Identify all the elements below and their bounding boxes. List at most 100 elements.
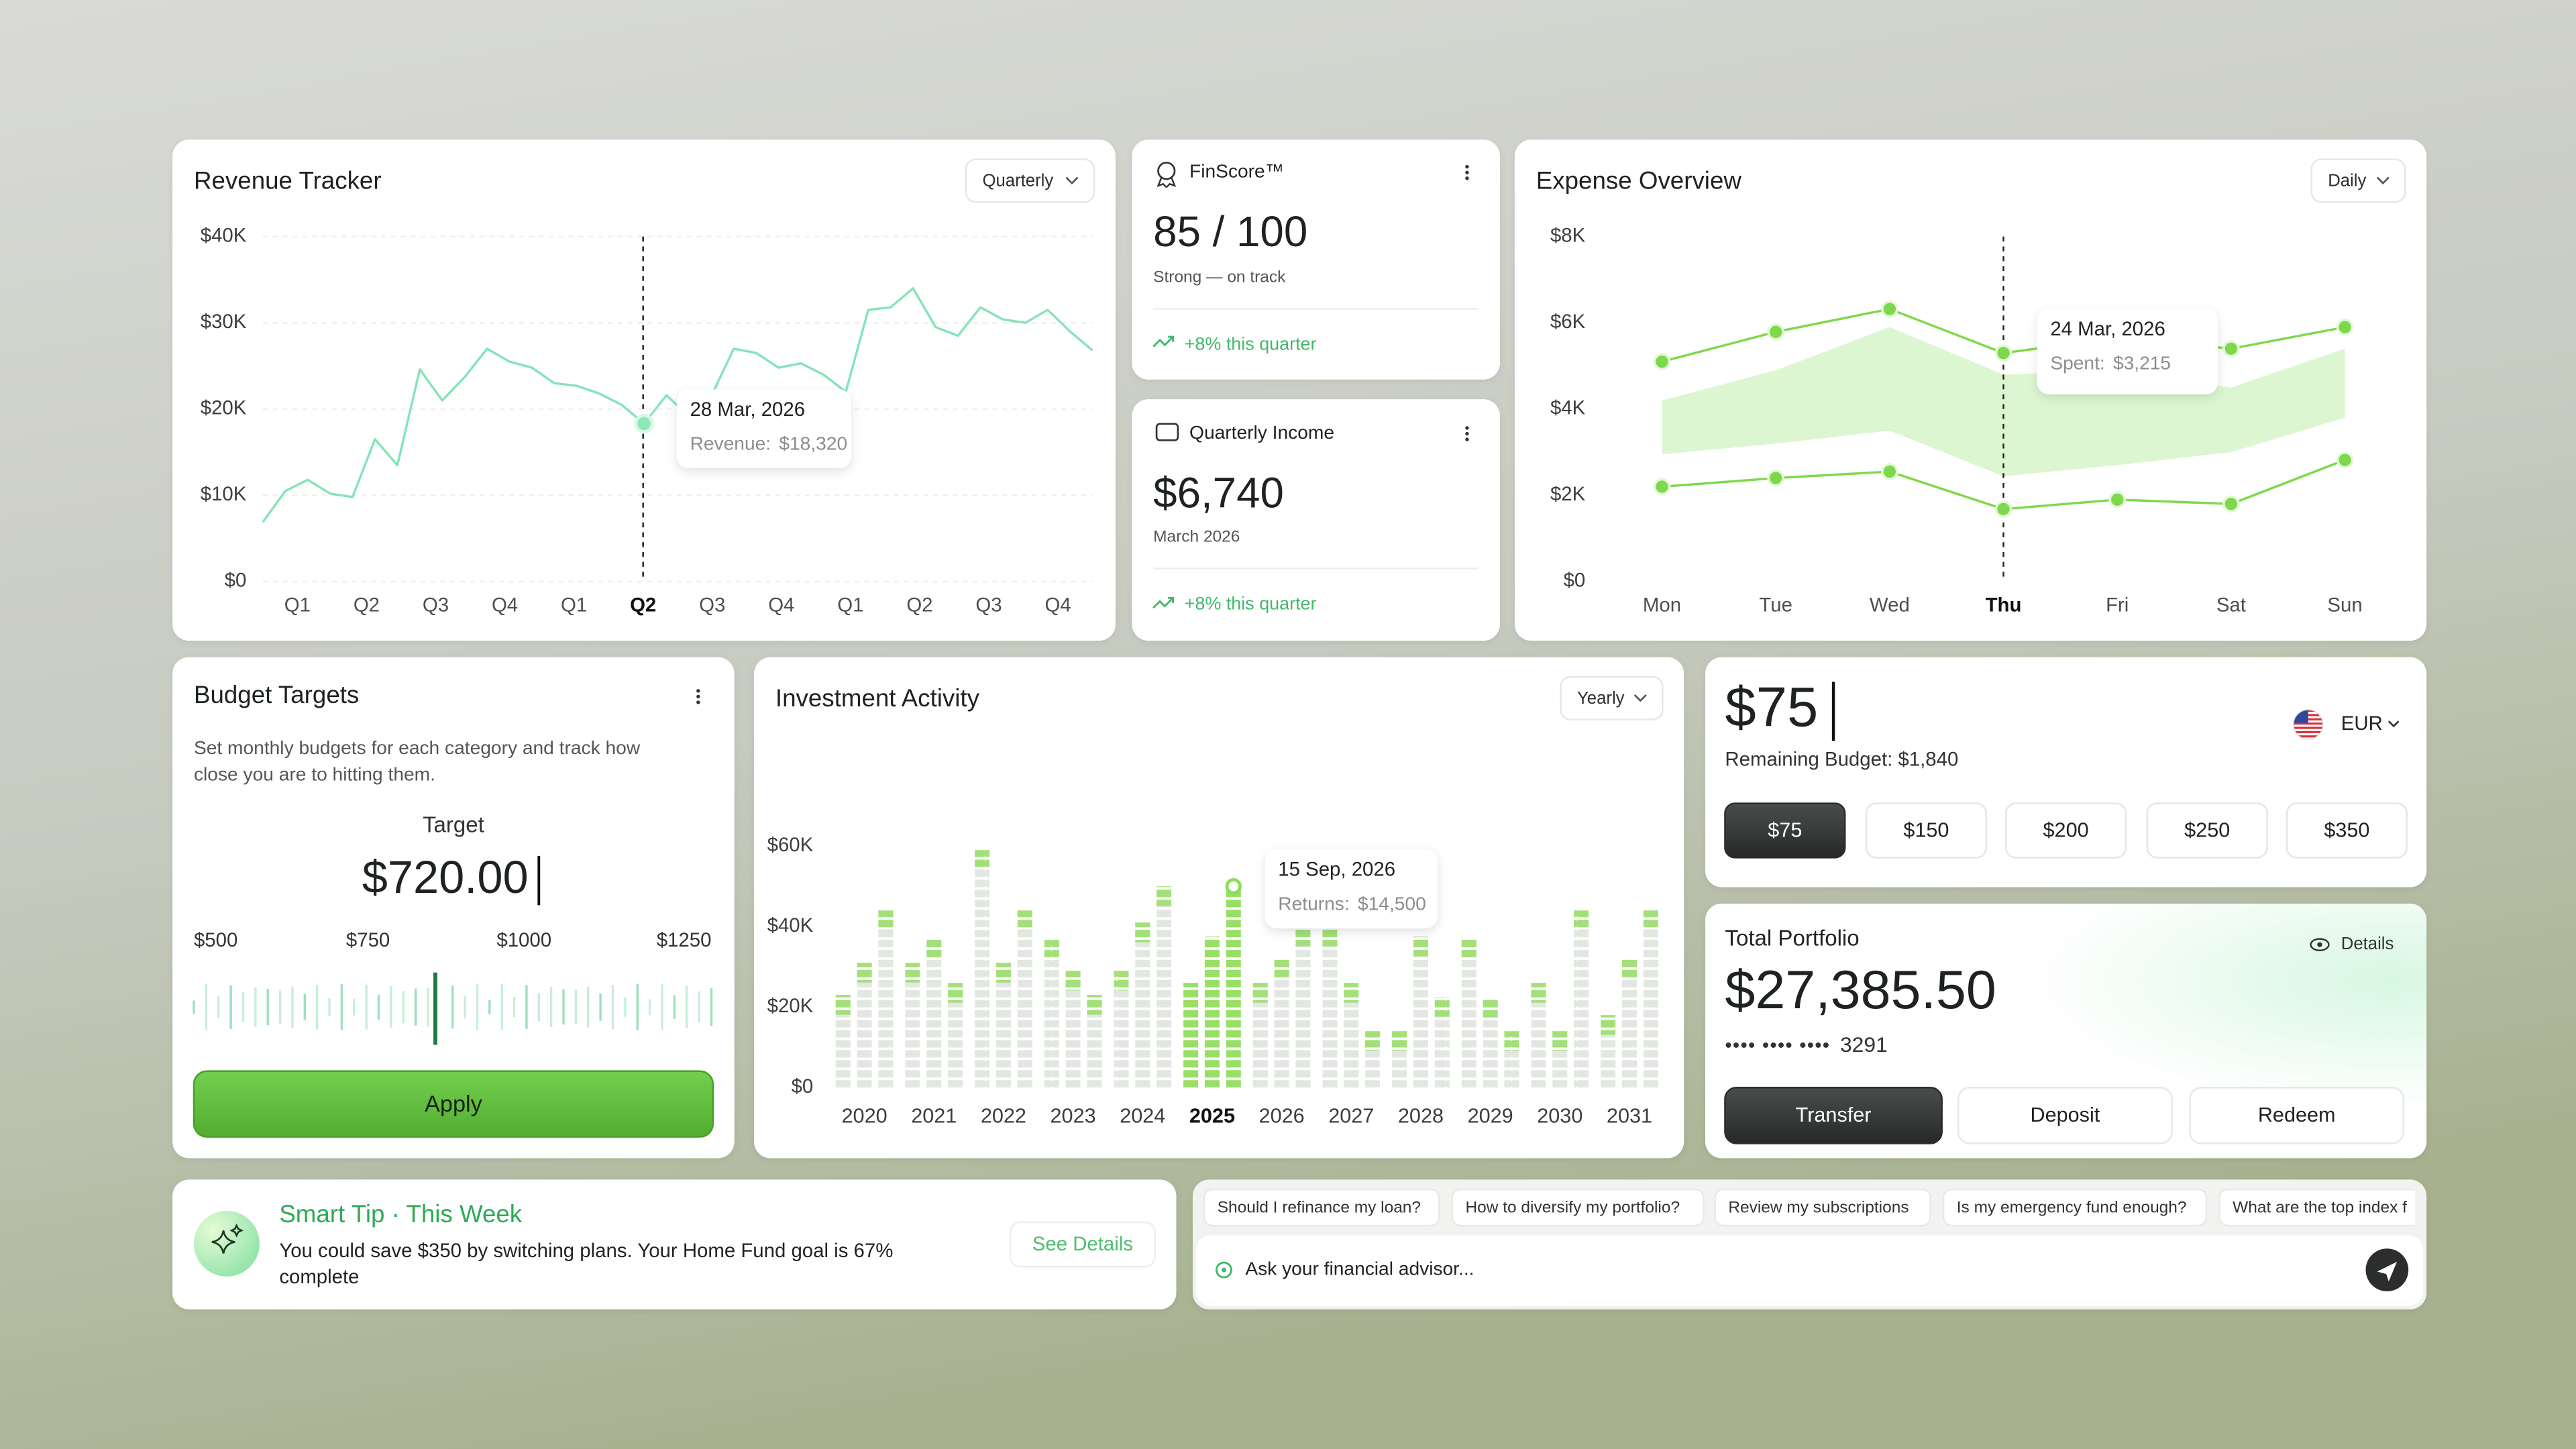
x-tick-label: 2020 bbox=[842, 1104, 888, 1127]
x-tick-label: 2030 bbox=[1537, 1104, 1582, 1127]
bar bbox=[1434, 997, 1450, 1088]
suggestion-label: Is my emergency fund enough? bbox=[1957, 1199, 2187, 1217]
action-button[interactable] bbox=[1957, 1087, 2173, 1144]
menu-button[interactable] bbox=[1465, 426, 1469, 441]
bar bbox=[1183, 983, 1199, 1088]
preset-label: $75 bbox=[1768, 818, 1802, 841]
x-tick-label: 2023 bbox=[1051, 1104, 1096, 1127]
dropdown[interactable] bbox=[2310, 158, 2406, 203]
y-tick-label: $0 bbox=[225, 570, 247, 592]
tip-icon bbox=[193, 1210, 260, 1277]
x-tick-label: Q3 bbox=[975, 594, 1002, 616]
bar bbox=[1204, 936, 1220, 1088]
x-tick-label: Q1 bbox=[561, 594, 587, 616]
change: +8% this quarter bbox=[1185, 593, 1317, 613]
action-button[interactable] bbox=[2189, 1087, 2405, 1144]
details-link[interactable]: Details bbox=[2341, 934, 2394, 953]
suggestion-label: How to diversify my portfolio? bbox=[1465, 1199, 1680, 1217]
dropdown[interactable] bbox=[965, 158, 1095, 203]
suggestion-chip[interactable] bbox=[1942, 1188, 2208, 1227]
bar-cap bbox=[1643, 910, 1658, 930]
card-title: FinScore™ bbox=[1189, 161, 1284, 182]
bar bbox=[975, 850, 990, 1088]
y-tick-label: $6K bbox=[1550, 311, 1586, 333]
preset-button[interactable] bbox=[1724, 802, 1846, 859]
preset-label: $350 bbox=[2324, 818, 2369, 841]
chevron bbox=[1633, 694, 1647, 702]
suggestion-chip[interactable] bbox=[2218, 1188, 2433, 1227]
period: March 2026 bbox=[1153, 527, 1240, 545]
bar-cap bbox=[1531, 983, 1546, 1003]
bar-cap bbox=[1135, 922, 1150, 943]
flag-stripe bbox=[2293, 735, 2323, 738]
x-tick-label: Sat bbox=[2216, 594, 2246, 616]
suggestion-chip[interactable] bbox=[1451, 1188, 1705, 1227]
amount: $6,740 bbox=[1153, 469, 1284, 517]
menu-button[interactable] bbox=[696, 689, 700, 704]
apply-button[interactable] bbox=[193, 1070, 714, 1138]
bar bbox=[905, 963, 920, 1088]
tooltip-value: Returns: $14,500 bbox=[1278, 894, 1426, 914]
see-details-button[interactable] bbox=[1009, 1221, 1156, 1268]
suggestion-chip[interactable] bbox=[1714, 1188, 1931, 1227]
tooltip bbox=[676, 389, 851, 468]
action-label: Redeem bbox=[2258, 1104, 2336, 1126]
x-tick-label: Q4 bbox=[768, 594, 794, 616]
action-button[interactable] bbox=[1724, 1087, 1943, 1144]
y-tick-label: $40K bbox=[767, 914, 814, 936]
dropdown-label: Quarterly bbox=[982, 171, 1053, 190]
tip-message: You could save $350 by switching plans. … bbox=[279, 1240, 893, 1262]
y-tick-label: $8K bbox=[1550, 224, 1586, 246]
expense-point bbox=[1994, 344, 2012, 362]
x-tick-label: Wed bbox=[1870, 594, 1910, 616]
menu-dot bbox=[696, 694, 700, 699]
preset-button[interactable] bbox=[2286, 802, 2408, 859]
suggestion-chip[interactable] bbox=[1203, 1188, 1440, 1227]
description: Set monthly budgets for each category an… bbox=[194, 737, 641, 758]
dropdown[interactable] bbox=[1560, 676, 1664, 720]
menu-dot bbox=[1465, 437, 1469, 441]
bar bbox=[1295, 926, 1311, 1088]
suggestion-label: Review my subscriptions bbox=[1728, 1199, 1909, 1217]
tooltip-value-value: $14,500 bbox=[1358, 894, 1426, 914]
preset-button[interactable] bbox=[2146, 802, 2268, 859]
y-tick-label: $60K bbox=[767, 834, 814, 856]
revenue-panel bbox=[172, 140, 1116, 641]
bar-cap bbox=[857, 963, 872, 983]
tooltip-value: Spent: $3,215 bbox=[2050, 353, 2171, 374]
finscore-panel bbox=[1132, 140, 1500, 380]
x-tick-label: Q3 bbox=[423, 594, 449, 616]
target-label: Target bbox=[423, 813, 484, 838]
bar bbox=[835, 995, 851, 1088]
card-mask: •••• •••• •••• bbox=[1725, 1034, 1830, 1057]
tooltip-date: 28 Mar, 2026 bbox=[690, 398, 805, 421]
x-tick-label: 2021 bbox=[911, 1104, 957, 1127]
bar bbox=[1531, 983, 1546, 1088]
expense-point bbox=[1653, 353, 1671, 370]
expense-point bbox=[1653, 478, 1671, 496]
tooltip-date: 15 Sep, 2026 bbox=[1278, 859, 1395, 881]
balance: $27,385.50 bbox=[1725, 960, 1996, 1020]
expense-point bbox=[2336, 318, 2354, 336]
tip-title: Smart Tip · This Week bbox=[279, 1200, 522, 1228]
tip-message: complete bbox=[279, 1266, 359, 1288]
expense-point bbox=[1994, 500, 2012, 518]
x-tick-label: Thu bbox=[1986, 594, 2022, 616]
bar-cap bbox=[1065, 971, 1081, 991]
preset-button[interactable] bbox=[2004, 802, 2127, 859]
panel-title: Investment Activity bbox=[775, 684, 980, 712]
preset-button[interactable] bbox=[1865, 802, 1988, 859]
expense-point bbox=[1767, 469, 1785, 487]
y-tick-label: $40K bbox=[201, 224, 247, 246]
menu-dot bbox=[696, 689, 700, 693]
panel-title: Revenue Tracker bbox=[194, 167, 382, 195]
y-tick-label: $0 bbox=[1564, 570, 1586, 592]
flag-stripe bbox=[2293, 731, 2323, 733]
bar-cap bbox=[996, 963, 1011, 983]
menu-button[interactable] bbox=[1465, 164, 1469, 180]
advisor-input[interactable] bbox=[1195, 1235, 2424, 1306]
expense-band bbox=[1662, 327, 2345, 477]
bar bbox=[1643, 910, 1658, 1088]
tooltip bbox=[2037, 309, 2218, 394]
x-tick-label: Sun bbox=[2327, 594, 2362, 616]
